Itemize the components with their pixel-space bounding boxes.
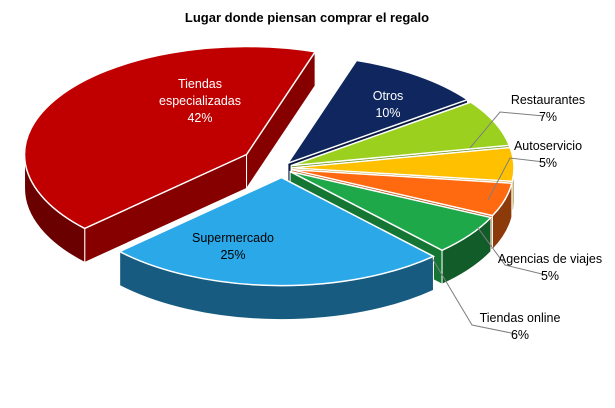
slice-top-otros xyxy=(286,59,470,165)
slice-supermercado xyxy=(117,176,436,321)
chart-title: Lugar donde piensan comprar el regalo xyxy=(185,10,429,25)
leader-line-tiendas-online xyxy=(431,257,517,335)
slice-top-tiendas-especializadas xyxy=(23,45,317,230)
slice-value-label: 42% xyxy=(187,111,212,125)
slice-value-label: 5% xyxy=(539,156,557,170)
slice-category-label: Otros xyxy=(373,89,404,103)
slice-top-autoservicio xyxy=(291,146,515,183)
slice-value-label: 10% xyxy=(375,106,400,120)
leader-line-autoservicio xyxy=(487,157,545,201)
slice-category-label: Supermercado xyxy=(192,231,274,245)
slice-value-label: 25% xyxy=(220,248,245,262)
slice-top-supermercado xyxy=(117,176,436,287)
slice-category-label: Autoservicio xyxy=(514,139,582,153)
slice-value-label: 7% xyxy=(539,110,557,124)
slice-value-label: 5% xyxy=(541,269,559,283)
slice-value-label: 6% xyxy=(511,328,529,342)
leader-line-agencias-de-viajes xyxy=(477,227,547,276)
slice-category-label: Tiendas online xyxy=(480,311,561,325)
slice-category-label: Agencias de viajes xyxy=(498,252,602,266)
slice-top-tiendas-online xyxy=(289,170,493,252)
slice-tiendas-especializadas xyxy=(23,45,317,264)
slice-top-restaurantes xyxy=(290,101,511,167)
pie-slices xyxy=(23,45,515,321)
slice-labels: Otros 10% Restaurantes 7% Autoservicio 5% Agen… xyxy=(159,77,602,342)
leader-lines xyxy=(431,111,547,335)
slice-category-label: especializadas xyxy=(159,94,241,108)
slice-top-agencias-de-viajes xyxy=(291,168,513,217)
leader-line-restaurantes xyxy=(469,111,545,149)
slice-category-label: Restaurantes xyxy=(511,93,585,107)
slice-category-label: Tiendas xyxy=(178,77,222,91)
